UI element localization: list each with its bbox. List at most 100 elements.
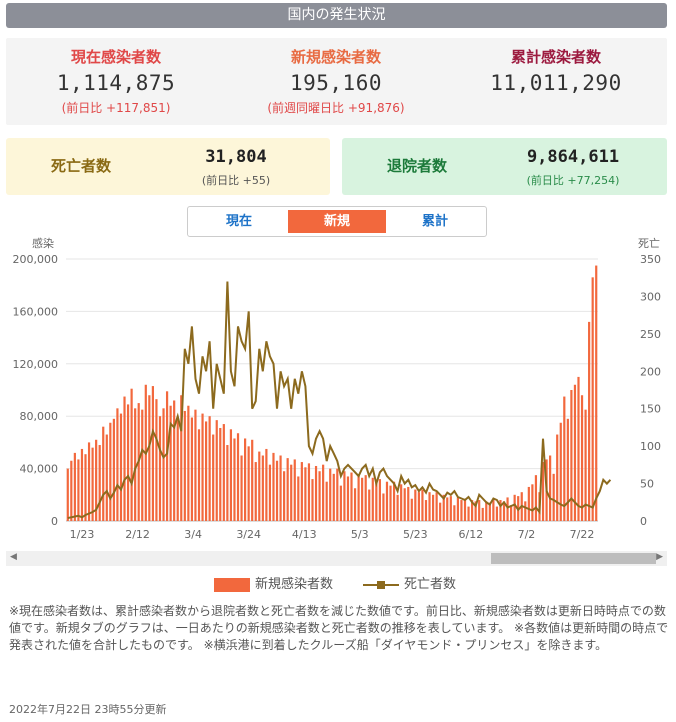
bar-new-infections <box>109 422 112 521</box>
legend-swatch-bar <box>214 577 250 592</box>
bar-new-infections <box>357 475 360 521</box>
tab-total[interactable]: 累計 <box>421 214 448 229</box>
bar-new-infections <box>385 481 389 521</box>
bar-new-infections <box>485 501 488 521</box>
bar-new-infections <box>293 459 296 521</box>
left-axis-label: 感染 <box>32 236 54 250</box>
right-tick-label: 150 <box>640 403 661 416</box>
bar-new-infections <box>463 498 467 521</box>
bar-new-infections <box>151 386 154 521</box>
bar-new-infections <box>421 489 424 521</box>
bar-new-infections <box>353 488 357 521</box>
bar-new-infections <box>488 502 491 521</box>
bar-new-infections <box>130 388 133 521</box>
discharged-label: 退院者数 <box>386 157 447 175</box>
x-tick-label: 3/24 <box>236 528 261 541</box>
chart-scrollbar[interactable]: ◀ ▶ <box>6 551 667 566</box>
bar-new-infections <box>456 497 460 521</box>
bar-new-infections <box>591 277 594 521</box>
scroll-left-arrow-icon[interactable]: ◀ <box>10 552 17 562</box>
total-infected-label: 累計感染者数 <box>510 48 601 66</box>
tab-current[interactable]: 現在 <box>225 214 252 229</box>
left-tick-label: 80,000 <box>20 410 59 423</box>
bar-new-infections <box>346 476 350 521</box>
x-tick-label: 7/22 <box>570 528 595 541</box>
bar-new-infections <box>95 439 98 521</box>
bar-new-infections <box>247 446 250 521</box>
bar-new-infections <box>226 445 229 521</box>
bar-new-infections <box>375 481 378 521</box>
bar-new-infections <box>314 465 318 521</box>
bar-new-infections <box>229 429 233 521</box>
bar-new-infections <box>80 448 84 521</box>
x-tick-label: 1/23 <box>70 528 95 541</box>
legend-swatch-line <box>363 578 399 592</box>
bar-new-infections <box>176 418 179 521</box>
bar-new-infections <box>98 445 101 521</box>
bar-new-infections <box>417 492 420 521</box>
bar-new-infections <box>165 391 169 521</box>
current-infected-stat: 現在感染者数 1,114,875 (前日比 +117,851) <box>6 46 226 116</box>
bar-new-infections <box>162 408 165 521</box>
bar-new-infections <box>368 489 371 521</box>
bar-new-infections <box>339 485 342 521</box>
bar-new-infections <box>169 405 172 521</box>
tab-new[interactable]: 新規 <box>288 210 386 233</box>
bar-new-infections <box>403 488 406 521</box>
bar-new-infections <box>265 448 268 521</box>
x-tick-label: 3/4 <box>184 528 202 541</box>
bar-new-infections <box>73 452 76 521</box>
legend-item-deaths: 死亡者数 <box>363 577 456 593</box>
deaths-line <box>67 281 612 519</box>
updated-timestamp: 2022年7月22日 23時55分更新 <box>9 703 167 716</box>
left-tick-label: 120,000 <box>13 358 59 371</box>
bar-new-infections <box>499 500 502 521</box>
bar-new-infections <box>350 472 353 521</box>
scroll-right-arrow-icon[interactable]: ▶ <box>656 552 663 562</box>
new-infected-label: 新規感染者数 <box>290 48 381 66</box>
bar-new-infections <box>187 405 190 521</box>
bar-new-infections <box>478 500 481 521</box>
bar-new-infections <box>219 427 222 521</box>
bar-new-infections <box>208 416 211 521</box>
bar-new-infections <box>389 485 392 521</box>
bar-new-infections <box>212 434 215 521</box>
scrollbar-thumb[interactable] <box>491 553 656 564</box>
bar-new-infections <box>258 451 261 521</box>
bar-new-infections <box>272 452 275 521</box>
bar-new-infections <box>123 396 126 521</box>
bar-new-infections <box>244 438 247 521</box>
bar-new-infections <box>311 479 314 521</box>
legend-label-new: 新規感染者数 <box>255 577 334 592</box>
bar-new-infections <box>251 439 254 521</box>
bar-new-infections <box>190 417 194 521</box>
bar-new-infections <box>307 463 311 521</box>
bar-new-infections <box>116 408 119 521</box>
bar-new-infections <box>584 409 587 521</box>
discharged-change: (前日比 +77,254) <box>526 174 620 187</box>
bar-new-infections <box>201 413 204 521</box>
chart-tabs: 現在 新規 累計 <box>187 206 487 237</box>
deaths-change: (前日比 +55) <box>201 174 271 187</box>
bar-new-infections <box>336 468 339 521</box>
bar-new-infections <box>531 484 534 521</box>
bar-new-infections <box>573 384 577 521</box>
deaths-label: 死亡者数 <box>50 157 111 175</box>
bar-new-infections <box>197 429 201 521</box>
bar-new-infections <box>453 505 456 521</box>
discharged-box: 退院者数 9,864,611 (前日比 +77,254) <box>342 138 667 195</box>
bar-new-infections <box>513 494 516 521</box>
bar-new-infections <box>410 498 413 521</box>
right-tick-label: 250 <box>640 328 661 341</box>
bar-new-infections <box>332 473 335 521</box>
bar-new-infections <box>407 486 410 521</box>
discharged-value: 9,864,611 <box>526 147 620 167</box>
bar-new-infections <box>495 506 499 521</box>
deaths-value: 31,804 <box>205 147 267 167</box>
new-infected-stat: 新規感染者数 195,160 (前週同曜日比 +91,876) <box>226 46 446 116</box>
left-tick-label: 40,000 <box>20 463 59 476</box>
bar-new-infections <box>396 494 399 521</box>
bar-new-infections <box>283 471 286 521</box>
bar-new-infections <box>446 497 449 521</box>
x-tick-label: 6/12 <box>459 528 484 541</box>
